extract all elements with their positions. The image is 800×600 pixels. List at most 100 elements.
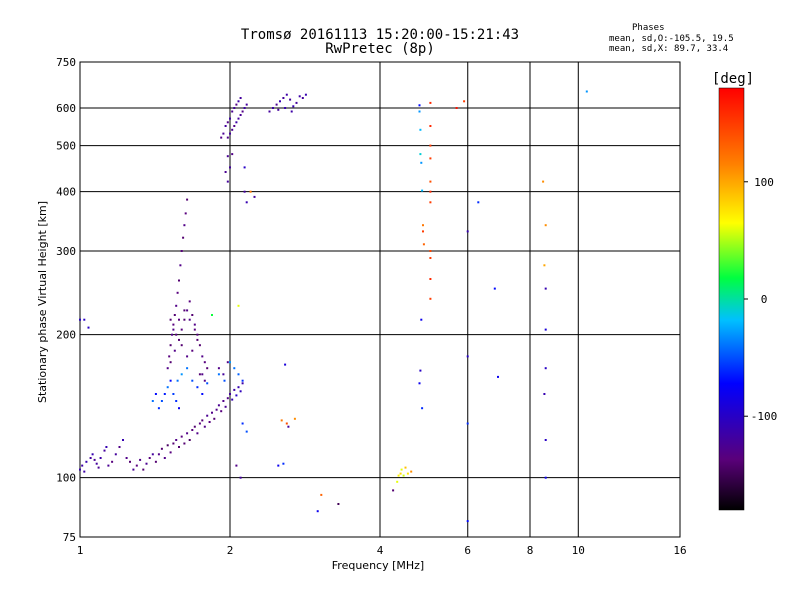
data-point [229,166,231,169]
data-point [222,132,225,135]
data-point [87,326,90,329]
x-tick-label: 16 [673,544,686,557]
data-point [217,373,220,376]
data-point [282,97,285,99]
colorbar-label: [deg] [712,71,754,87]
data-point [418,104,421,107]
data-point [176,291,179,294]
data-point [233,107,236,109]
data-point [226,155,229,158]
x-tick-label: 6 [464,544,471,557]
data-point [231,153,234,156]
data-point [114,453,117,456]
data-point [178,407,180,410]
data-point [183,224,186,227]
data-point [235,464,238,467]
data-point [237,373,240,376]
data-point [272,107,274,109]
data-point [241,422,244,425]
data-point [231,128,234,131]
data-point [422,243,425,246]
data-point [421,189,424,192]
y-axis-label: Stationary phase Virtual Height [km] [36,201,49,403]
data-point [184,212,187,215]
data-point [243,107,246,109]
data-point [180,344,183,347]
y-tick-labels: 75 100 200 300 400 500 600 750 [56,56,76,544]
data-point [166,367,169,370]
data-point [418,382,421,385]
data-point [298,95,301,98]
phases-x-mode: mean, sd,X: 89.7, 33.4 [609,44,729,54]
data-point [224,171,227,173]
data-point [142,468,145,471]
data-point [245,201,248,204]
data-point [196,386,199,389]
data-point [166,386,169,389]
data-point [392,489,395,492]
data-point [229,117,231,120]
data-point [237,100,240,103]
data-point [198,422,201,425]
data-point [178,279,180,282]
data-point [239,97,242,99]
data-point [229,393,231,395]
x-tick-label: 1 [77,544,84,557]
data-point [148,457,151,459]
data-point [180,373,183,376]
data-point [201,419,204,422]
data-point [172,442,175,445]
data-point [179,264,182,267]
colorbar-tick-label: 100 [754,176,774,189]
data-point [282,462,285,465]
data-point [193,328,196,331]
data-point [429,278,432,280]
plot-frame [79,61,681,538]
data-point [337,503,340,505]
x-axis-label: Frequency [MHz] [332,559,424,572]
data-point [175,304,178,307]
data-point [107,464,110,467]
data-point [157,453,160,456]
data-point [544,367,547,370]
data-point [203,361,206,364]
data-point [169,318,172,321]
data-point [160,447,163,450]
data-point [226,121,229,124]
data-point [429,201,432,204]
data-point [111,460,114,463]
y-tick-label: 75 [63,531,76,544]
data-point [241,379,244,382]
data-point [129,460,131,463]
data-point [463,100,466,103]
data-point [429,157,432,160]
data-point [217,367,220,370]
x-tick-labels: 1 2 4 6 8 10 16 [77,544,687,557]
phases-o-mode: mean, sd,O:-105.5, 19.5 [609,34,734,44]
data-point [206,382,209,385]
data-point [222,400,225,402]
data-point [402,474,405,477]
data-point [125,457,128,459]
data-point [419,153,422,156]
data-point [237,117,240,120]
chart-grid [80,62,680,537]
data-point [585,90,588,93]
data-point [226,361,229,364]
data-point [163,393,166,395]
data-point [406,472,409,475]
y-tick-label: 200 [56,329,76,342]
data-point [280,419,283,422]
data-point [239,476,242,479]
data-point [172,328,175,331]
data-point [224,405,227,408]
data-point [178,318,180,321]
data-point [233,125,236,127]
data-point [429,297,432,300]
data-point [292,105,295,108]
data-point [226,180,229,183]
data-point [249,190,252,193]
data-point [188,318,191,321]
data-point [429,101,432,104]
data-point [180,250,183,252]
